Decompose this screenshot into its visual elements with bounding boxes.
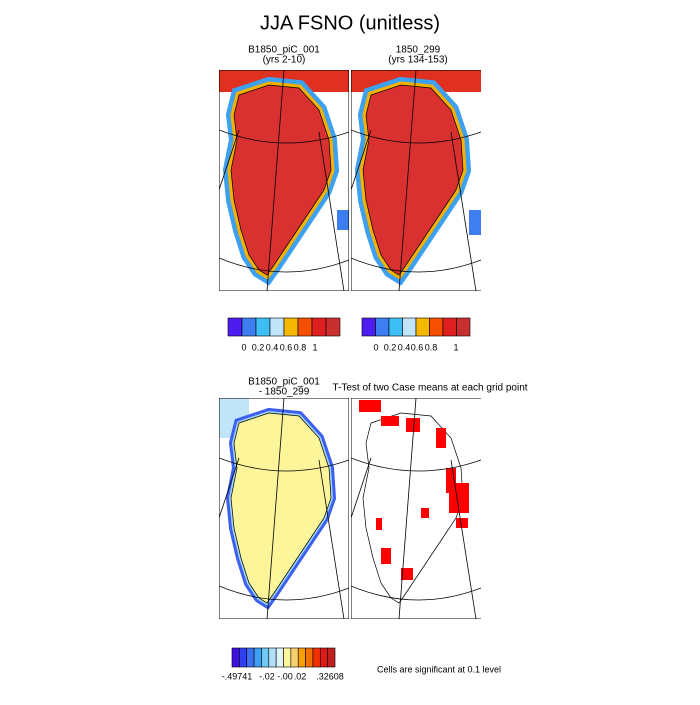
colorbar-label: 0 bbox=[373, 342, 378, 352]
colorbar-box bbox=[311, 317, 327, 337]
colorbar-box bbox=[283, 647, 292, 668]
colorbar-label: 0.6 bbox=[280, 342, 293, 352]
map-panel bbox=[351, 398, 481, 619]
colorbar-label: 0.4 bbox=[398, 342, 411, 352]
colorbar-box bbox=[283, 317, 299, 337]
colorbar-label: .02 bbox=[294, 671, 307, 681]
colorbar-box bbox=[239, 647, 248, 668]
map-panel bbox=[219, 398, 349, 619]
colorbar-box bbox=[388, 317, 403, 337]
colorbar-box bbox=[327, 647, 336, 668]
colorbar-box bbox=[429, 317, 444, 337]
colorbar-label: -.02 bbox=[259, 671, 275, 681]
colorbar-box bbox=[261, 647, 270, 668]
colorbar-box bbox=[375, 317, 390, 337]
colorbar-box bbox=[415, 317, 430, 337]
colorbar-box bbox=[231, 647, 240, 668]
colorbar-box bbox=[297, 317, 313, 337]
colorbar-label: -.00 bbox=[277, 671, 293, 681]
map-panel bbox=[219, 70, 349, 291]
panel-title: B1850_piC_001 bbox=[248, 45, 320, 56]
colorbar-box bbox=[319, 647, 328, 668]
colorbar-box bbox=[290, 647, 299, 668]
colorbar-label: 1 bbox=[453, 342, 458, 352]
colorbar-label: .32608 bbox=[316, 671, 344, 681]
colorbar-box bbox=[268, 647, 277, 668]
colorbar-box bbox=[241, 317, 257, 337]
colorbar-box bbox=[246, 647, 255, 668]
panel-title: B1850_piC_001 bbox=[248, 377, 320, 388]
colorbar-box bbox=[297, 647, 306, 668]
colorbar-box bbox=[456, 317, 471, 337]
colorbar-label: 0 bbox=[241, 342, 246, 352]
panel-title: (yrs 2-10) bbox=[263, 55, 306, 66]
panel-title: (yrs 134-153) bbox=[388, 55, 447, 66]
colorbar-label: 0.6 bbox=[411, 342, 424, 352]
colorbar-box bbox=[312, 647, 321, 668]
colorbar-label: 0.4 bbox=[266, 342, 279, 352]
colorbar-box bbox=[227, 317, 243, 337]
colorbar-box bbox=[442, 317, 457, 337]
colorbar-box bbox=[325, 317, 341, 337]
colorbar-box bbox=[253, 647, 262, 668]
colorbar-box bbox=[269, 317, 285, 337]
significance-note: Cells are significant at 0.1 level bbox=[377, 664, 501, 674]
colorbar-box bbox=[255, 317, 271, 337]
colorbar-label: -.49741 bbox=[222, 671, 253, 681]
colorbar-label: 0.2 bbox=[384, 342, 397, 352]
colorbar-box bbox=[361, 317, 376, 337]
panel-title: - 1850_299 bbox=[259, 387, 310, 398]
panel-title: T-Test of two Case means at each grid po… bbox=[332, 383, 527, 394]
map-panel bbox=[351, 70, 481, 291]
figure-title: JJA FSNO (unitless) bbox=[260, 12, 440, 34]
colorbar-label: 0.8 bbox=[294, 342, 307, 352]
colorbar-label: 0.2 bbox=[252, 342, 265, 352]
panel-title: 1850_299 bbox=[396, 45, 441, 56]
colorbar-box bbox=[402, 317, 417, 337]
colorbar-box bbox=[305, 647, 314, 668]
colorbar-box bbox=[275, 647, 284, 668]
colorbar-label: 0.8 bbox=[425, 342, 438, 352]
colorbar-label: 1 bbox=[312, 342, 317, 352]
